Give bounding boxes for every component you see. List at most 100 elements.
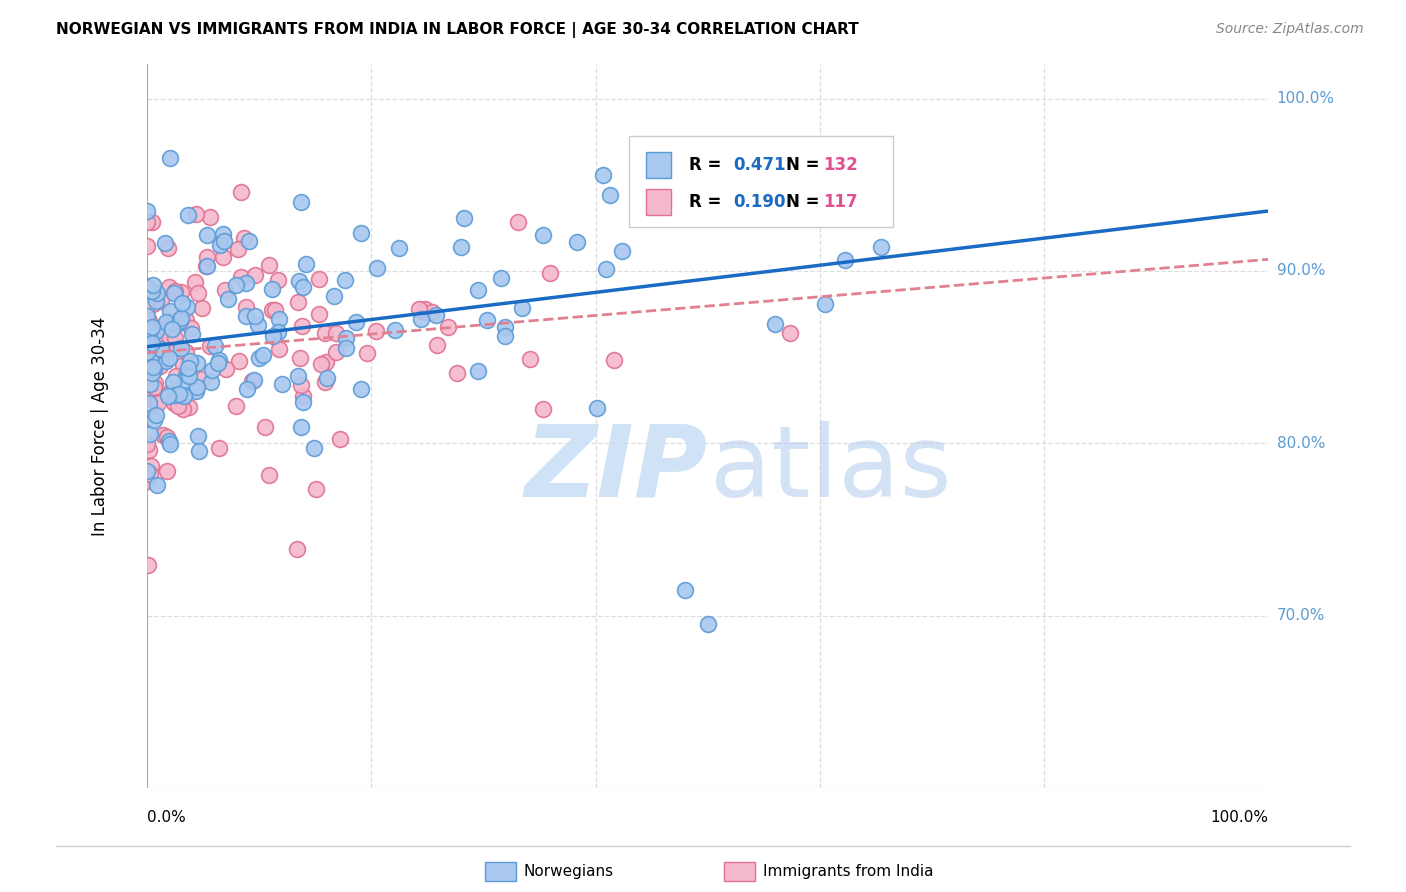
Text: N =: N = <box>786 156 825 174</box>
Point <box>195 228 218 243</box>
Point <box>228 354 250 368</box>
Point <box>696 617 718 632</box>
Point <box>157 389 180 403</box>
Text: 0.0%: 0.0% <box>148 810 186 824</box>
Point <box>159 151 181 165</box>
Point <box>142 297 165 311</box>
Point <box>494 320 516 334</box>
Point <box>211 227 233 241</box>
Point <box>437 319 460 334</box>
Point <box>344 315 367 329</box>
Point <box>214 283 236 297</box>
Text: ZIP: ZIP <box>524 421 707 518</box>
Point <box>314 376 336 390</box>
Point <box>585 401 607 415</box>
Point <box>139 467 162 481</box>
Point <box>163 390 186 404</box>
Point <box>159 304 181 318</box>
Point <box>425 309 447 323</box>
Point <box>145 324 167 338</box>
Point <box>314 326 336 340</box>
Point <box>136 384 159 398</box>
Point <box>162 376 184 390</box>
Point <box>172 359 194 373</box>
Point <box>763 317 786 331</box>
Point <box>295 257 318 271</box>
Point <box>214 361 236 376</box>
Point <box>165 284 187 298</box>
Point <box>139 286 162 301</box>
Point <box>166 341 188 355</box>
Point <box>267 325 290 339</box>
Point <box>467 283 489 297</box>
Point <box>426 338 449 352</box>
Point <box>136 215 159 229</box>
Point <box>136 474 159 488</box>
Point <box>138 325 160 339</box>
Point <box>200 375 222 389</box>
Point <box>612 244 634 258</box>
Point <box>139 426 162 441</box>
Point <box>166 317 188 331</box>
Point <box>176 361 198 376</box>
Point <box>785 161 807 176</box>
Point <box>200 339 222 353</box>
Point <box>834 253 856 268</box>
Point <box>141 359 163 374</box>
Point <box>494 329 516 343</box>
Point <box>142 380 165 394</box>
Point <box>187 285 209 300</box>
Point <box>149 342 172 356</box>
Text: 70.0%: 70.0% <box>1277 608 1324 623</box>
Point <box>531 402 554 417</box>
Point <box>305 482 328 496</box>
Point <box>195 259 218 273</box>
Point <box>603 352 626 367</box>
Point <box>453 211 475 225</box>
Point <box>408 301 430 316</box>
Point <box>136 558 159 573</box>
Point <box>138 383 160 397</box>
Point <box>174 313 197 327</box>
Point <box>243 373 266 387</box>
Point <box>136 278 159 293</box>
Point <box>413 302 436 317</box>
Point <box>212 251 235 265</box>
Point <box>538 266 561 280</box>
Point <box>142 277 165 292</box>
Point <box>173 389 195 403</box>
Point <box>269 342 291 356</box>
Point <box>271 376 294 391</box>
Point <box>706 208 728 222</box>
Point <box>510 301 533 316</box>
Point <box>235 300 257 314</box>
Text: R =: R = <box>689 156 727 174</box>
Point <box>848 193 870 207</box>
Point <box>388 241 411 255</box>
Point <box>467 364 489 378</box>
Point <box>333 273 356 287</box>
Point <box>207 356 229 370</box>
Text: Immigrants from India: Immigrants from India <box>763 864 934 879</box>
Point <box>176 300 198 314</box>
Point <box>870 240 893 254</box>
Point <box>489 271 512 285</box>
Point <box>145 478 167 492</box>
Point <box>673 582 696 597</box>
Text: R =: R = <box>689 193 727 211</box>
Point <box>287 295 309 310</box>
Point <box>174 373 197 387</box>
Point <box>142 354 165 368</box>
Point <box>138 443 160 458</box>
Point <box>225 399 247 413</box>
Point <box>325 326 347 341</box>
Point <box>177 400 200 414</box>
Point <box>149 294 172 309</box>
Point <box>156 429 179 443</box>
FancyBboxPatch shape <box>630 136 893 227</box>
Point <box>136 204 159 219</box>
Point <box>235 310 257 324</box>
Point <box>246 318 269 333</box>
Point <box>630 173 652 187</box>
Point <box>287 274 309 288</box>
